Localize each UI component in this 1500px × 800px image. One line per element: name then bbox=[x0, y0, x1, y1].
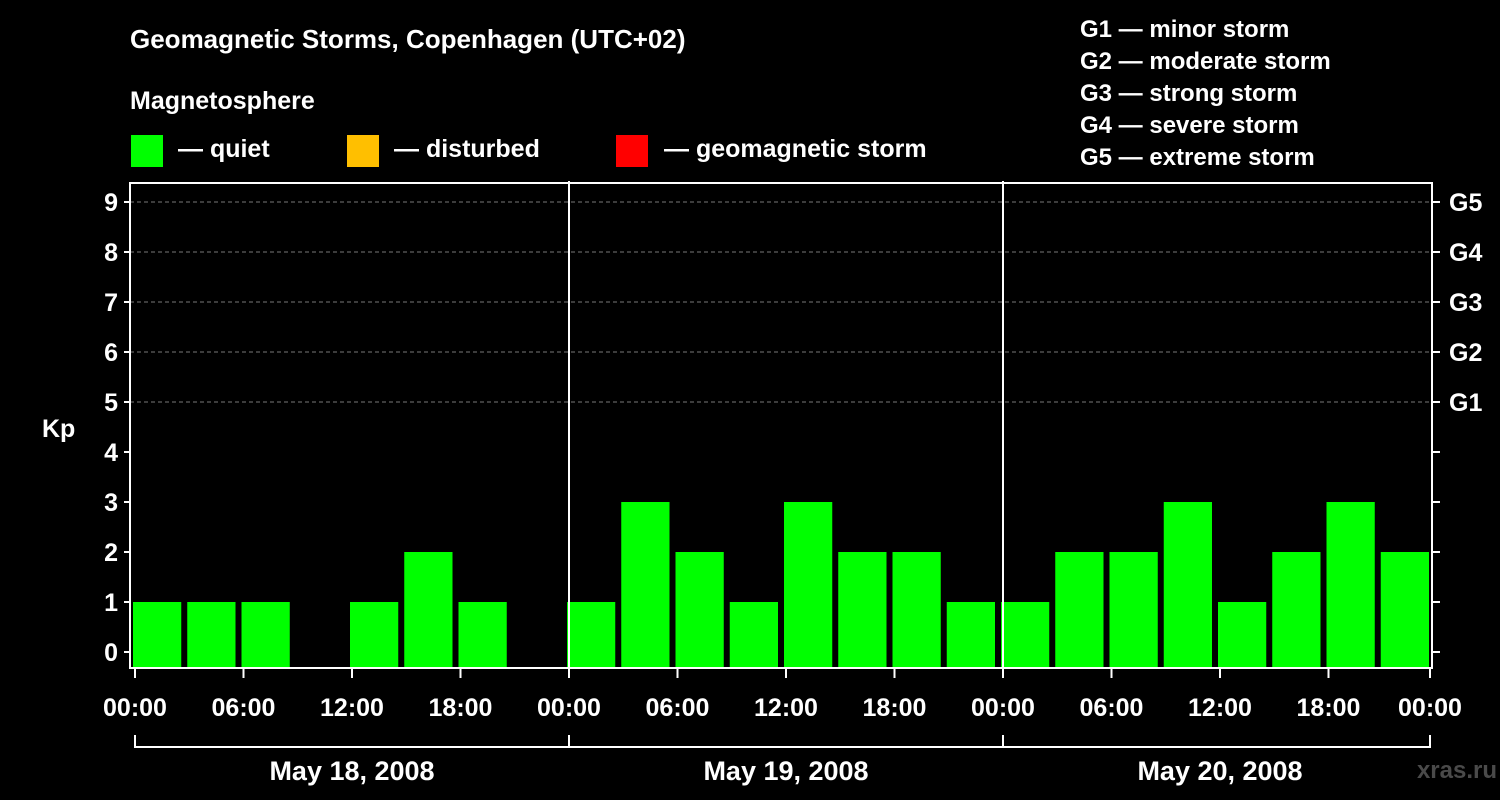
kp-bar bbox=[1380, 552, 1429, 668]
y-tick-label: 6 bbox=[104, 339, 118, 367]
x-tick-label: 00:00 bbox=[971, 694, 1035, 722]
kp-bar bbox=[838, 552, 887, 668]
kp-bar bbox=[133, 602, 182, 668]
date-label: May 18, 2008 bbox=[269, 756, 434, 786]
storm-scale-g2: G2 — moderate storm bbox=[1080, 48, 1331, 75]
kp-bar bbox=[458, 602, 507, 668]
chart-title: Geomagnetic Storms, Copenhagen (UTC+02) bbox=[130, 24, 685, 54]
legend-swatch-disturbed bbox=[347, 135, 379, 167]
date-label: May 19, 2008 bbox=[703, 756, 868, 786]
x-tick-label: 06:00 bbox=[646, 694, 710, 722]
x-tick-label: 12:00 bbox=[320, 694, 384, 722]
kp-bar bbox=[892, 552, 941, 668]
x-tick-label: 06:00 bbox=[1080, 694, 1144, 722]
legend-label-disturbed: — disturbed bbox=[394, 135, 540, 163]
y-axis-label: Kp bbox=[42, 415, 75, 443]
kp-bar bbox=[784, 502, 833, 668]
kp-bar bbox=[1272, 552, 1321, 668]
legend-swatch-storm bbox=[616, 135, 648, 167]
y-tick-label: 5 bbox=[104, 389, 118, 417]
y-tick-label: 3 bbox=[104, 489, 118, 517]
activity-legend: — quiet — disturbed — geomagnetic storm bbox=[131, 135, 927, 167]
kp-bar bbox=[621, 502, 670, 668]
x-tick-label: 00:00 bbox=[1398, 694, 1462, 722]
kp-bar bbox=[350, 602, 399, 668]
x-tick-label: 12:00 bbox=[1188, 694, 1252, 722]
magnetosphere-label: Magnetosphere bbox=[130, 87, 315, 115]
storm-scale-g4: G4 — severe storm bbox=[1080, 112, 1299, 139]
g-level-label: G1 bbox=[1449, 389, 1482, 417]
y-tick-label: 7 bbox=[104, 289, 118, 317]
kp-bar bbox=[567, 602, 616, 668]
x-tick-label: 18:00 bbox=[1297, 694, 1361, 722]
g-level-label: G5 bbox=[1449, 189, 1482, 217]
x-tick-label: 18:00 bbox=[863, 694, 927, 722]
x-tick-label: 00:00 bbox=[103, 694, 167, 722]
x-tick-label: 12:00 bbox=[754, 694, 818, 722]
legend-swatch-quiet bbox=[131, 135, 163, 167]
watermark: xras.ru bbox=[1417, 757, 1497, 784]
g-level-label: G2 bbox=[1449, 339, 1482, 367]
storm-scale-g5: G5 — extreme storm bbox=[1080, 144, 1315, 171]
kp-bar bbox=[1163, 502, 1212, 668]
kp-bar bbox=[187, 602, 236, 668]
storm-scale-g3: G3 — strong storm bbox=[1080, 80, 1297, 107]
storm-scale-g1: G1 — minor storm bbox=[1080, 16, 1289, 43]
y-tick-label: 9 bbox=[104, 189, 118, 217]
y-tick-label: 8 bbox=[104, 239, 118, 267]
bars bbox=[133, 502, 1429, 668]
plot-frame bbox=[129, 182, 1433, 669]
date-label: May 20, 2008 bbox=[1137, 756, 1302, 786]
legend-label-storm: — geomagnetic storm bbox=[664, 135, 927, 163]
axes bbox=[124, 181, 1440, 748]
kp-bar bbox=[729, 602, 778, 668]
kp-bar bbox=[946, 602, 995, 668]
y-tick-label: 1 bbox=[104, 589, 118, 617]
g-level-label: G3 bbox=[1449, 289, 1482, 317]
g-level-label: G4 bbox=[1449, 239, 1482, 267]
kp-bar bbox=[1218, 602, 1267, 668]
tick-labels: 0 1 2 3 4 5 6 7 8 9 G1 G2 G3 G4 G5 00:00 06:00 12:00 18:00… bbox=[103, 189, 1482, 786]
kp-bar bbox=[1055, 552, 1104, 668]
storm-scale-legend: G1 — minor storm G2 — moderate storm G3 … bbox=[1080, 16, 1331, 171]
y-tick-label: 0 bbox=[104, 639, 118, 667]
y-tick-label: 4 bbox=[104, 439, 118, 467]
kp-bar bbox=[241, 602, 290, 668]
x-tick-label: 18:00 bbox=[429, 694, 493, 722]
x-tick-label: 06:00 bbox=[212, 694, 276, 722]
gridlines bbox=[130, 201, 1432, 403]
kp-bar bbox=[404, 552, 453, 668]
kp-bar bbox=[1109, 552, 1158, 668]
y-tick-label: 2 bbox=[104, 539, 118, 567]
kp-bar bbox=[675, 552, 724, 668]
x-tick-label: 00:00 bbox=[537, 694, 601, 722]
kp-bar bbox=[1326, 502, 1375, 668]
legend-label-quiet: — quiet bbox=[178, 135, 270, 163]
kp-bar bbox=[1001, 602, 1050, 668]
